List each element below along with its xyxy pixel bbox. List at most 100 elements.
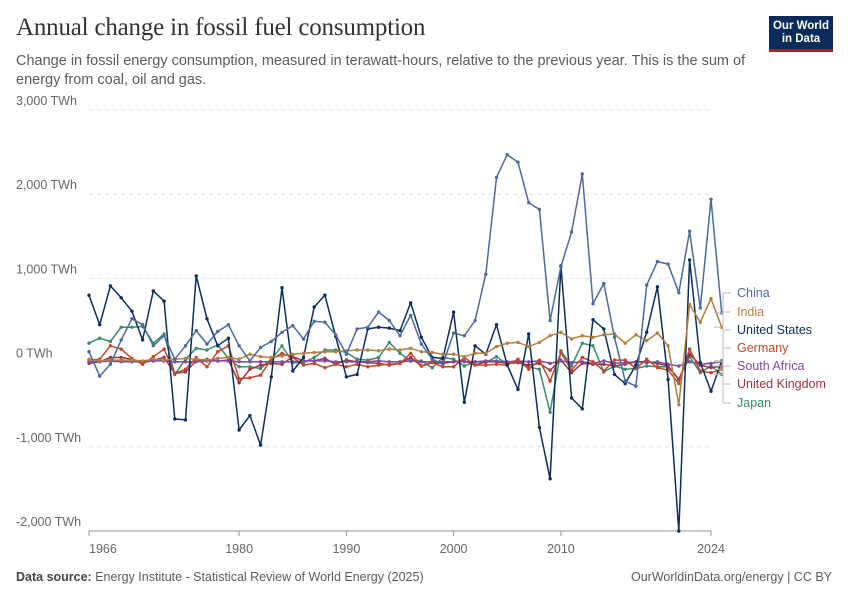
data-point[interactable] <box>709 296 713 301</box>
data-point[interactable] <box>569 337 574 341</box>
series-line[interactable] <box>88 297 723 406</box>
data-point[interactable] <box>677 403 681 407</box>
legend-label-united-kingdom[interactable]: United Kingdom <box>737 377 826 391</box>
data-point[interactable] <box>698 306 702 310</box>
data-point[interactable] <box>237 428 241 432</box>
data-point[interactable] <box>248 376 252 380</box>
data-point[interactable] <box>505 341 509 345</box>
data-point[interactable] <box>183 418 188 422</box>
data-point[interactable] <box>387 340 391 345</box>
data-point[interactable] <box>537 425 542 430</box>
data-point[interactable] <box>334 360 338 364</box>
data-point[interactable] <box>162 358 166 362</box>
data-point[interactable] <box>441 362 445 366</box>
data-point[interactable] <box>591 302 595 306</box>
data-point[interactable] <box>548 379 552 383</box>
data-point[interactable] <box>226 355 231 360</box>
data-point[interactable] <box>655 360 660 364</box>
data-point[interactable] <box>451 357 456 361</box>
data-point[interactable] <box>248 352 252 356</box>
data-point[interactable] <box>398 334 402 338</box>
data-point[interactable] <box>451 352 456 356</box>
data-point[interactable] <box>355 360 359 364</box>
data-point[interactable] <box>216 329 220 334</box>
data-point[interactable] <box>237 344 241 348</box>
data-point[interactable] <box>98 336 102 340</box>
data-point[interactable] <box>280 330 284 334</box>
data-point[interactable] <box>409 313 413 318</box>
data-point[interactable] <box>677 381 681 386</box>
data-point[interactable] <box>162 299 166 303</box>
data-point[interactable] <box>387 318 391 323</box>
data-point[interactable] <box>441 352 445 356</box>
data-point[interactable] <box>548 368 552 372</box>
series-line[interactable] <box>88 153 723 387</box>
data-point[interactable] <box>366 360 370 364</box>
data-point[interactable] <box>248 359 252 363</box>
data-point[interactable] <box>548 410 552 414</box>
data-point[interactable] <box>258 373 263 377</box>
data-point[interactable] <box>709 197 713 201</box>
data-point[interactable] <box>366 365 370 369</box>
data-point[interactable] <box>655 259 660 264</box>
data-point[interactable] <box>527 363 531 367</box>
data-point[interactable] <box>580 407 584 411</box>
data-point[interactable] <box>258 363 263 367</box>
data-point[interactable] <box>419 364 424 368</box>
data-point[interactable] <box>258 366 263 371</box>
data-point[interactable] <box>645 339 649 343</box>
data-point[interactable] <box>548 318 552 323</box>
data-point[interactable] <box>173 357 177 361</box>
data-point[interactable] <box>226 359 231 363</box>
data-point[interactable] <box>216 350 220 354</box>
data-point[interactable] <box>430 366 434 370</box>
data-point[interactable] <box>516 160 520 164</box>
data-point[interactable] <box>687 360 692 364</box>
data-point[interactable] <box>527 360 531 364</box>
data-point[interactable] <box>602 369 606 373</box>
data-point[interactable] <box>473 351 477 355</box>
series-japan[interactable] <box>87 324 724 414</box>
data-point[interactable] <box>119 358 123 362</box>
data-point[interactable] <box>248 413 252 418</box>
data-point[interactable] <box>666 362 670 366</box>
data-point[interactable] <box>280 354 284 358</box>
data-point[interactable] <box>108 339 113 344</box>
data-point[interactable] <box>194 360 198 364</box>
data-point[interactable] <box>291 352 295 356</box>
data-point[interactable] <box>677 364 681 368</box>
data-point[interactable] <box>387 360 391 364</box>
data-point[interactable] <box>291 355 295 360</box>
data-point[interactable] <box>634 333 638 337</box>
data-point[interactable] <box>355 362 359 366</box>
data-point[interactable] <box>226 323 231 327</box>
data-point[interactable] <box>666 344 670 348</box>
data-point[interactable] <box>269 355 273 360</box>
data-point[interactable] <box>173 417 177 421</box>
data-point[interactable] <box>559 330 563 334</box>
data-point[interactable] <box>709 361 713 366</box>
data-point[interactable] <box>591 344 595 348</box>
data-point[interactable] <box>687 302 692 307</box>
data-point[interactable] <box>323 350 327 354</box>
legend-label-china[interactable]: China <box>737 286 770 300</box>
data-point[interactable] <box>376 359 381 363</box>
data-point[interactable] <box>687 347 692 351</box>
data-point[interactable] <box>205 365 209 369</box>
data-point[interactable] <box>226 336 231 340</box>
data-point[interactable] <box>216 356 220 361</box>
data-point[interactable] <box>527 367 531 371</box>
data-point[interactable] <box>494 175 499 180</box>
data-point[interactable] <box>537 358 542 362</box>
data-point[interactable] <box>441 365 445 369</box>
data-point[interactable] <box>602 333 606 337</box>
data-point[interactable] <box>591 335 595 339</box>
data-source-link[interactable]: Energy Institute - Statistical Review of… <box>95 570 424 584</box>
data-point[interactable] <box>623 358 627 362</box>
data-point[interactable] <box>548 361 552 366</box>
data-point[interactable] <box>366 348 370 352</box>
data-point[interactable] <box>559 359 563 363</box>
data-point[interactable] <box>130 317 134 321</box>
data-point[interactable] <box>140 323 145 327</box>
data-point[interactable] <box>494 359 499 363</box>
